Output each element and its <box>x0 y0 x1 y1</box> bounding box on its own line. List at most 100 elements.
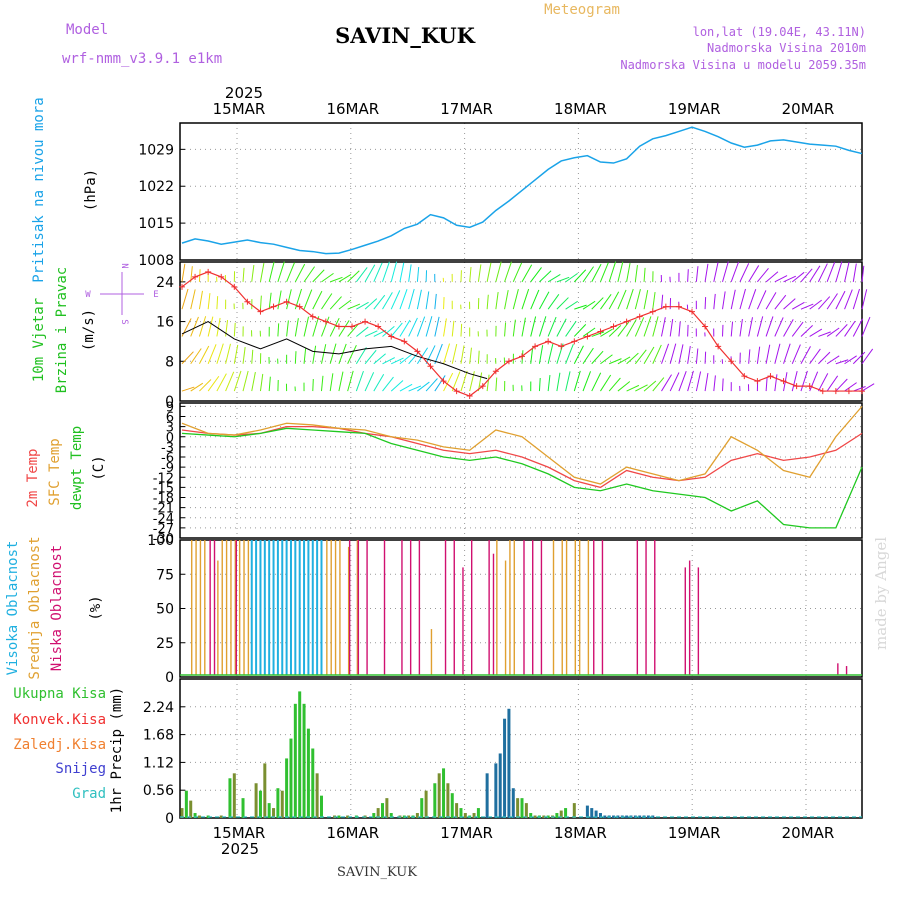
wind-barb <box>573 324 587 337</box>
wind-barb <box>416 266 420 282</box>
wind-barb <box>382 357 395 365</box>
wind-barb <box>425 345 436 364</box>
y-tick-label: 1022 <box>138 179 174 195</box>
wind-barb <box>451 371 461 392</box>
precip-bar <box>598 813 602 818</box>
wind-barb <box>425 291 430 310</box>
wind-barb <box>809 299 822 310</box>
y-tick-label: 16 <box>156 315 174 331</box>
wind-gust-marker <box>401 338 408 345</box>
wind-barb <box>608 291 620 310</box>
y-tick-label: 25 <box>156 636 174 652</box>
precip-bar <box>306 728 310 818</box>
wind-speed-line <box>181 320 488 380</box>
wind-barb <box>425 378 438 392</box>
wind-gust-marker <box>702 323 709 330</box>
top-day-label: 19MAR <box>668 100 721 118</box>
wind-key-n: N <box>119 263 129 268</box>
wind-barb <box>373 353 386 365</box>
wind-barb <box>338 371 344 392</box>
bottom-day-labels: 15MAR 16MAR 17MAR 18MAR 19MAR 20MAR <box>213 824 835 842</box>
wind-ylabel-1: 10m Vjetar <box>31 298 47 382</box>
wind-barb <box>783 298 796 310</box>
temp-dewpt-line <box>181 427 863 529</box>
wind-barb <box>852 318 864 337</box>
wind-barb <box>207 293 211 310</box>
precip-bar <box>433 783 437 818</box>
precip-bar <box>311 748 315 818</box>
wind-barb <box>582 371 592 392</box>
wind-barb <box>626 384 640 392</box>
y-tick-label: 6 <box>166 411 174 426</box>
precip-bar <box>485 773 489 818</box>
wind-barb <box>608 377 621 392</box>
precip-bar <box>263 763 267 818</box>
wind-gust-marker <box>519 353 525 360</box>
wind-barb <box>312 345 317 364</box>
wind-barb <box>355 267 368 283</box>
wind-barb <box>286 289 292 310</box>
wind-barb <box>844 262 850 282</box>
cloud-ylabel-low: Niska Oblacnost <box>49 545 65 671</box>
precip-bar <box>455 803 459 818</box>
wind-gust-marker <box>571 338 578 345</box>
wind-barb <box>521 317 526 337</box>
y-tick-label: 0 <box>166 431 174 446</box>
precip-bar <box>184 790 188 818</box>
wind-barb <box>600 294 612 310</box>
wind-barb <box>486 294 489 310</box>
wind-barb <box>512 262 523 283</box>
wind-barb <box>216 373 227 392</box>
wind-barb <box>530 347 534 364</box>
wind-barb <box>556 318 567 337</box>
precip-bar <box>258 790 262 818</box>
y-tick-label: 24 <box>156 275 174 291</box>
wind-barb <box>199 379 212 392</box>
wind-gust-marker <box>806 383 813 390</box>
wind-barb <box>809 265 821 283</box>
footer-station: SAVIN_KUK <box>337 865 417 880</box>
wind-gust-marker <box>375 323 382 330</box>
y-tick-label: 0 <box>165 811 174 827</box>
wind-barb <box>817 373 829 392</box>
wind-barb <box>347 270 360 283</box>
precip-bar <box>546 815 550 818</box>
wind-barb <box>259 295 262 310</box>
precip-bar <box>603 815 607 818</box>
model-elevation-label: Nadmorska Visina u modelu 2059.35m <box>620 58 866 72</box>
wind-barb <box>338 343 347 364</box>
wind-barb <box>634 265 638 282</box>
wind-barb <box>800 346 811 365</box>
wind-barb <box>390 290 401 310</box>
precip-bar <box>511 788 515 818</box>
wind-barb <box>591 297 604 310</box>
precip-bar <box>298 691 302 818</box>
wind-barb <box>556 343 564 364</box>
wind-barb <box>861 265 865 282</box>
wind-barb <box>181 288 189 310</box>
wind-barb <box>547 316 557 337</box>
wind-barb <box>635 384 648 392</box>
wind-barb <box>294 263 306 283</box>
wind-gust-marker <box>218 273 225 280</box>
wind-barb <box>538 345 544 364</box>
wind-barb <box>826 293 838 310</box>
cloud-ylabel-high: Visoka Oblacnost <box>5 541 21 676</box>
y-tick-label: -30 <box>153 532 174 547</box>
wind-barb <box>826 327 840 337</box>
wind-barb <box>809 348 821 365</box>
wind-barb <box>852 288 860 310</box>
precip-bar <box>542 815 546 818</box>
wind-barb <box>844 320 856 337</box>
y-tick-label: 1029 <box>138 142 174 158</box>
y-tick-label: 0.56 <box>143 783 174 799</box>
wind-panel: 0 8 16 24 <box>156 261 875 410</box>
wind-barb <box>852 351 866 365</box>
wind-barb <box>556 276 570 283</box>
wind-barb <box>791 344 801 364</box>
wind-barb <box>477 264 482 282</box>
wind-gust-marker <box>453 388 460 395</box>
precip-bar <box>498 753 502 818</box>
wind-barb <box>364 264 376 283</box>
precip-bar <box>228 778 232 818</box>
